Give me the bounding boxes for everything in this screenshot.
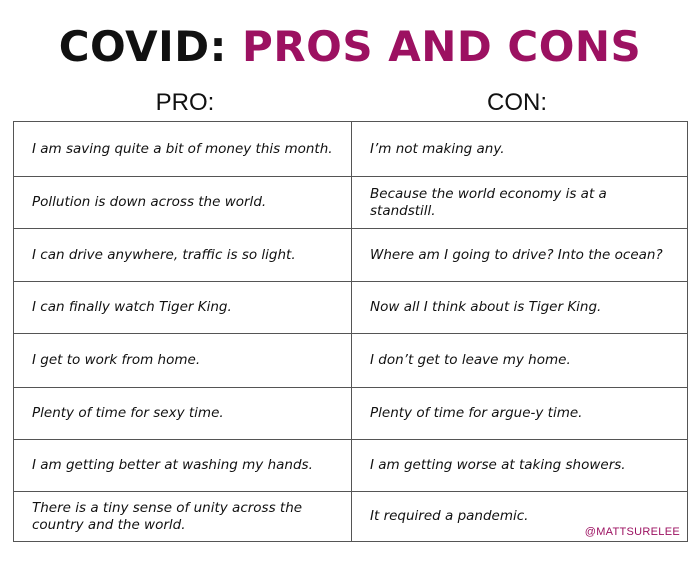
con-cell: I don’t get to leave my home. <box>370 352 571 368</box>
table-row: I get to work from home. I don’t get to … <box>14 333 687 387</box>
pro-cell: I can finally watch Tiger King. <box>14 282 352 333</box>
table-row: I am saving quite a bit of money this mo… <box>14 122 687 176</box>
table-row: I can finally watch Tiger King. Now all … <box>14 281 687 333</box>
table-row: There is a tiny sense of unity across th… <box>14 491 687 541</box>
page-title: COVID: PROS AND CONS <box>0 22 700 72</box>
table-row: Plenty of time for sexy time. Plenty of … <box>14 387 687 439</box>
con-cell: Plenty of time for argue-y time. <box>370 405 583 421</box>
title-pros-and-cons: PROS AND CONS <box>242 22 642 71</box>
pro-cell: I am saving quite a bit of money this mo… <box>14 122 352 176</box>
con-cell: Where am I going to drive? Into the ocea… <box>370 246 663 263</box>
pros-cons-table: I am saving quite a bit of money this mo… <box>13 121 688 542</box>
pro-cell: I get to work from home. <box>14 334 352 387</box>
title-covid: COVID: <box>58 22 227 71</box>
pro-cell: I can drive anywhere, traffic is so ligh… <box>14 229 352 281</box>
con-cell: I’m not making any. <box>370 140 505 157</box>
con-column-header: CON: <box>487 89 547 116</box>
con-cell: Because the world economy is at a stands… <box>370 185 607 219</box>
table-row: Pollution is down across the world. Beca… <box>14 176 687 228</box>
pro-cell: Pollution is down across the world. <box>14 177 352 228</box>
pro-cell: Plenty of time for sexy time. <box>14 388 352 439</box>
con-cell: I am getting worse at taking showers. <box>370 457 626 473</box>
pro-column-header: PRO: <box>155 89 215 116</box>
pro-cell: There is a tiny sense of unity across th… <box>14 492 352 541</box>
table-row: I am getting better at washing my hands.… <box>14 439 687 491</box>
con-cell: Now all I think about is Tiger King. <box>370 299 602 315</box>
pro-cell: I am getting better at washing my hands. <box>14 440 352 491</box>
table-row: I can drive anywhere, traffic is so ligh… <box>14 228 687 281</box>
author-credit: @MATTSURELEE <box>584 526 680 538</box>
con-cell: It required a pandemic. <box>370 508 529 524</box>
